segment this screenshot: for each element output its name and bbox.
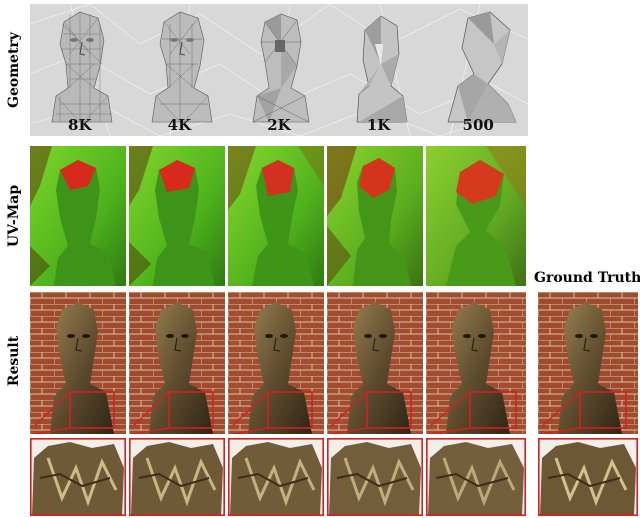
row-label-geometry: Geometry <box>0 4 28 136</box>
result-2k <box>228 292 324 434</box>
row-label-result: Result <box>0 290 28 432</box>
geometry-caption-8k: 8K <box>30 116 130 134</box>
result-1k <box>327 292 423 434</box>
geometry-cell-500: 500 <box>428 4 528 136</box>
geometry-caption-500: 500 <box>428 116 528 134</box>
detail-ground-truth <box>538 438 638 516</box>
uvmap-8k <box>30 146 126 286</box>
detail-1k <box>327 438 423 516</box>
result-500 <box>426 292 526 434</box>
uvmap-1k <box>327 146 423 286</box>
row-label-uvmap-text: UV-Map <box>6 185 22 247</box>
geometry-strip: 8K 4K 2K <box>30 4 528 136</box>
result-8k <box>30 292 126 434</box>
row-label-geometry-text: Geometry <box>6 32 22 108</box>
geometry-caption-2k: 2K <box>229 116 329 134</box>
ground-truth-label: Ground Truth <box>534 270 640 286</box>
geometry-cell-1k: 1K <box>329 4 429 136</box>
uvmap-500 <box>426 146 526 286</box>
result-ground-truth <box>538 292 638 434</box>
detail-500 <box>426 438 526 516</box>
result-4k <box>129 292 225 434</box>
geometry-cell-8k: 8K <box>30 4 130 136</box>
row-label-result-text: Result <box>6 336 22 386</box>
detail-8k <box>30 438 126 516</box>
uvmap-4k <box>129 146 225 286</box>
uvmap-2k <box>228 146 324 286</box>
detail-4k <box>129 438 225 516</box>
geometry-caption-4k: 4K <box>130 116 230 134</box>
geometry-cell-2k: 2K <box>229 4 329 136</box>
geometry-cell-4k: 4K <box>130 4 230 136</box>
geometry-caption-1k: 1K <box>329 116 429 134</box>
row-label-uvmap: UV-Map <box>0 146 28 286</box>
detail-2k <box>228 438 324 516</box>
